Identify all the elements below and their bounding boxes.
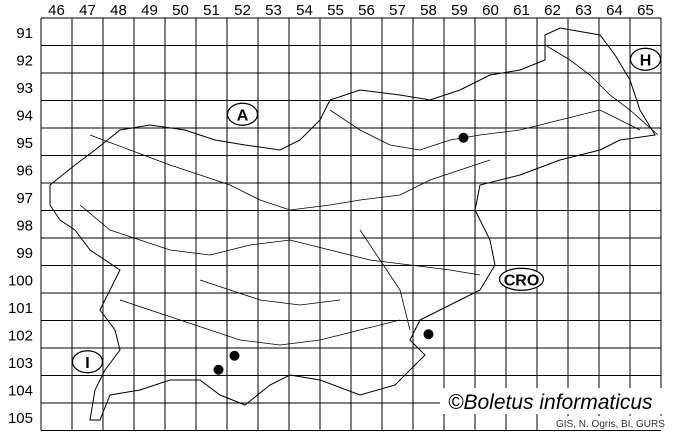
svg-text:A: A xyxy=(237,107,249,124)
row-label: 94 xyxy=(16,107,33,124)
row-label: 99 xyxy=(16,245,33,262)
column-label: 46 xyxy=(48,2,65,19)
country-border xyxy=(49,27,656,421)
copyright: ©Boletus informaticus xyxy=(448,391,653,414)
row-labels: 91 92 93 94 95 96 97 98 99 100 101 102 103 104 105 xyxy=(8,25,33,427)
record-dot xyxy=(458,132,469,143)
column-label: 48 xyxy=(110,2,127,19)
column-label: 52 xyxy=(234,2,251,19)
column-label: 63 xyxy=(575,2,592,19)
column-label: 62 xyxy=(544,2,561,19)
record-dot xyxy=(423,329,434,340)
column-label: 47 xyxy=(79,2,96,19)
copyright-box xyxy=(440,388,670,414)
row-label: 103 xyxy=(8,355,33,372)
country-label-h: H xyxy=(629,47,662,71)
row-label: 104 xyxy=(8,382,33,399)
column-label: 65 xyxy=(637,2,654,19)
row-label: 105 xyxy=(8,410,33,427)
column-label: 56 xyxy=(358,2,375,19)
column-label: 53 xyxy=(265,2,282,19)
column-label: 61 xyxy=(513,2,530,19)
svg-text:I: I xyxy=(85,355,89,372)
row-label: 98 xyxy=(16,217,33,234)
row-label: 95 xyxy=(16,135,33,152)
country-label-a: A xyxy=(226,102,259,126)
row-label: 101 xyxy=(8,300,33,317)
row-label: 100 xyxy=(8,272,33,289)
country-label-cro: CRO xyxy=(498,267,545,291)
record-dot xyxy=(213,364,224,375)
column-label: 50 xyxy=(172,2,189,19)
column-label: 59 xyxy=(451,2,468,19)
column-label: 54 xyxy=(296,2,313,19)
row-label: 91 xyxy=(16,25,33,42)
country-label-i: I xyxy=(71,350,104,374)
column-labels: 46 47 48 49 50 51 52 53 54 55 56 57 58 59 60 61 62 63 64 65 xyxy=(48,2,654,19)
column-label: 60 xyxy=(482,2,499,19)
svg-text:CRO: CRO xyxy=(504,272,540,289)
column-label: 51 xyxy=(203,2,220,19)
row-label: 97 xyxy=(16,190,33,207)
column-label: 64 xyxy=(606,2,623,19)
row-label: 93 xyxy=(16,80,33,97)
row-label: 92 xyxy=(16,52,33,69)
row-label: 96 xyxy=(16,162,33,179)
svg-text:H: H xyxy=(640,52,652,69)
credits: GIS, N. Ogris, BI, GURS xyxy=(556,419,665,430)
column-label: 57 xyxy=(389,2,406,19)
grid xyxy=(40,17,662,431)
column-label: 55 xyxy=(327,2,344,19)
column-label: 58 xyxy=(420,2,437,19)
row-label: 102 xyxy=(8,327,33,344)
rivers xyxy=(79,44,659,346)
credits-box xyxy=(553,416,673,430)
column-label: 49 xyxy=(141,2,158,19)
record-dot xyxy=(229,350,240,361)
